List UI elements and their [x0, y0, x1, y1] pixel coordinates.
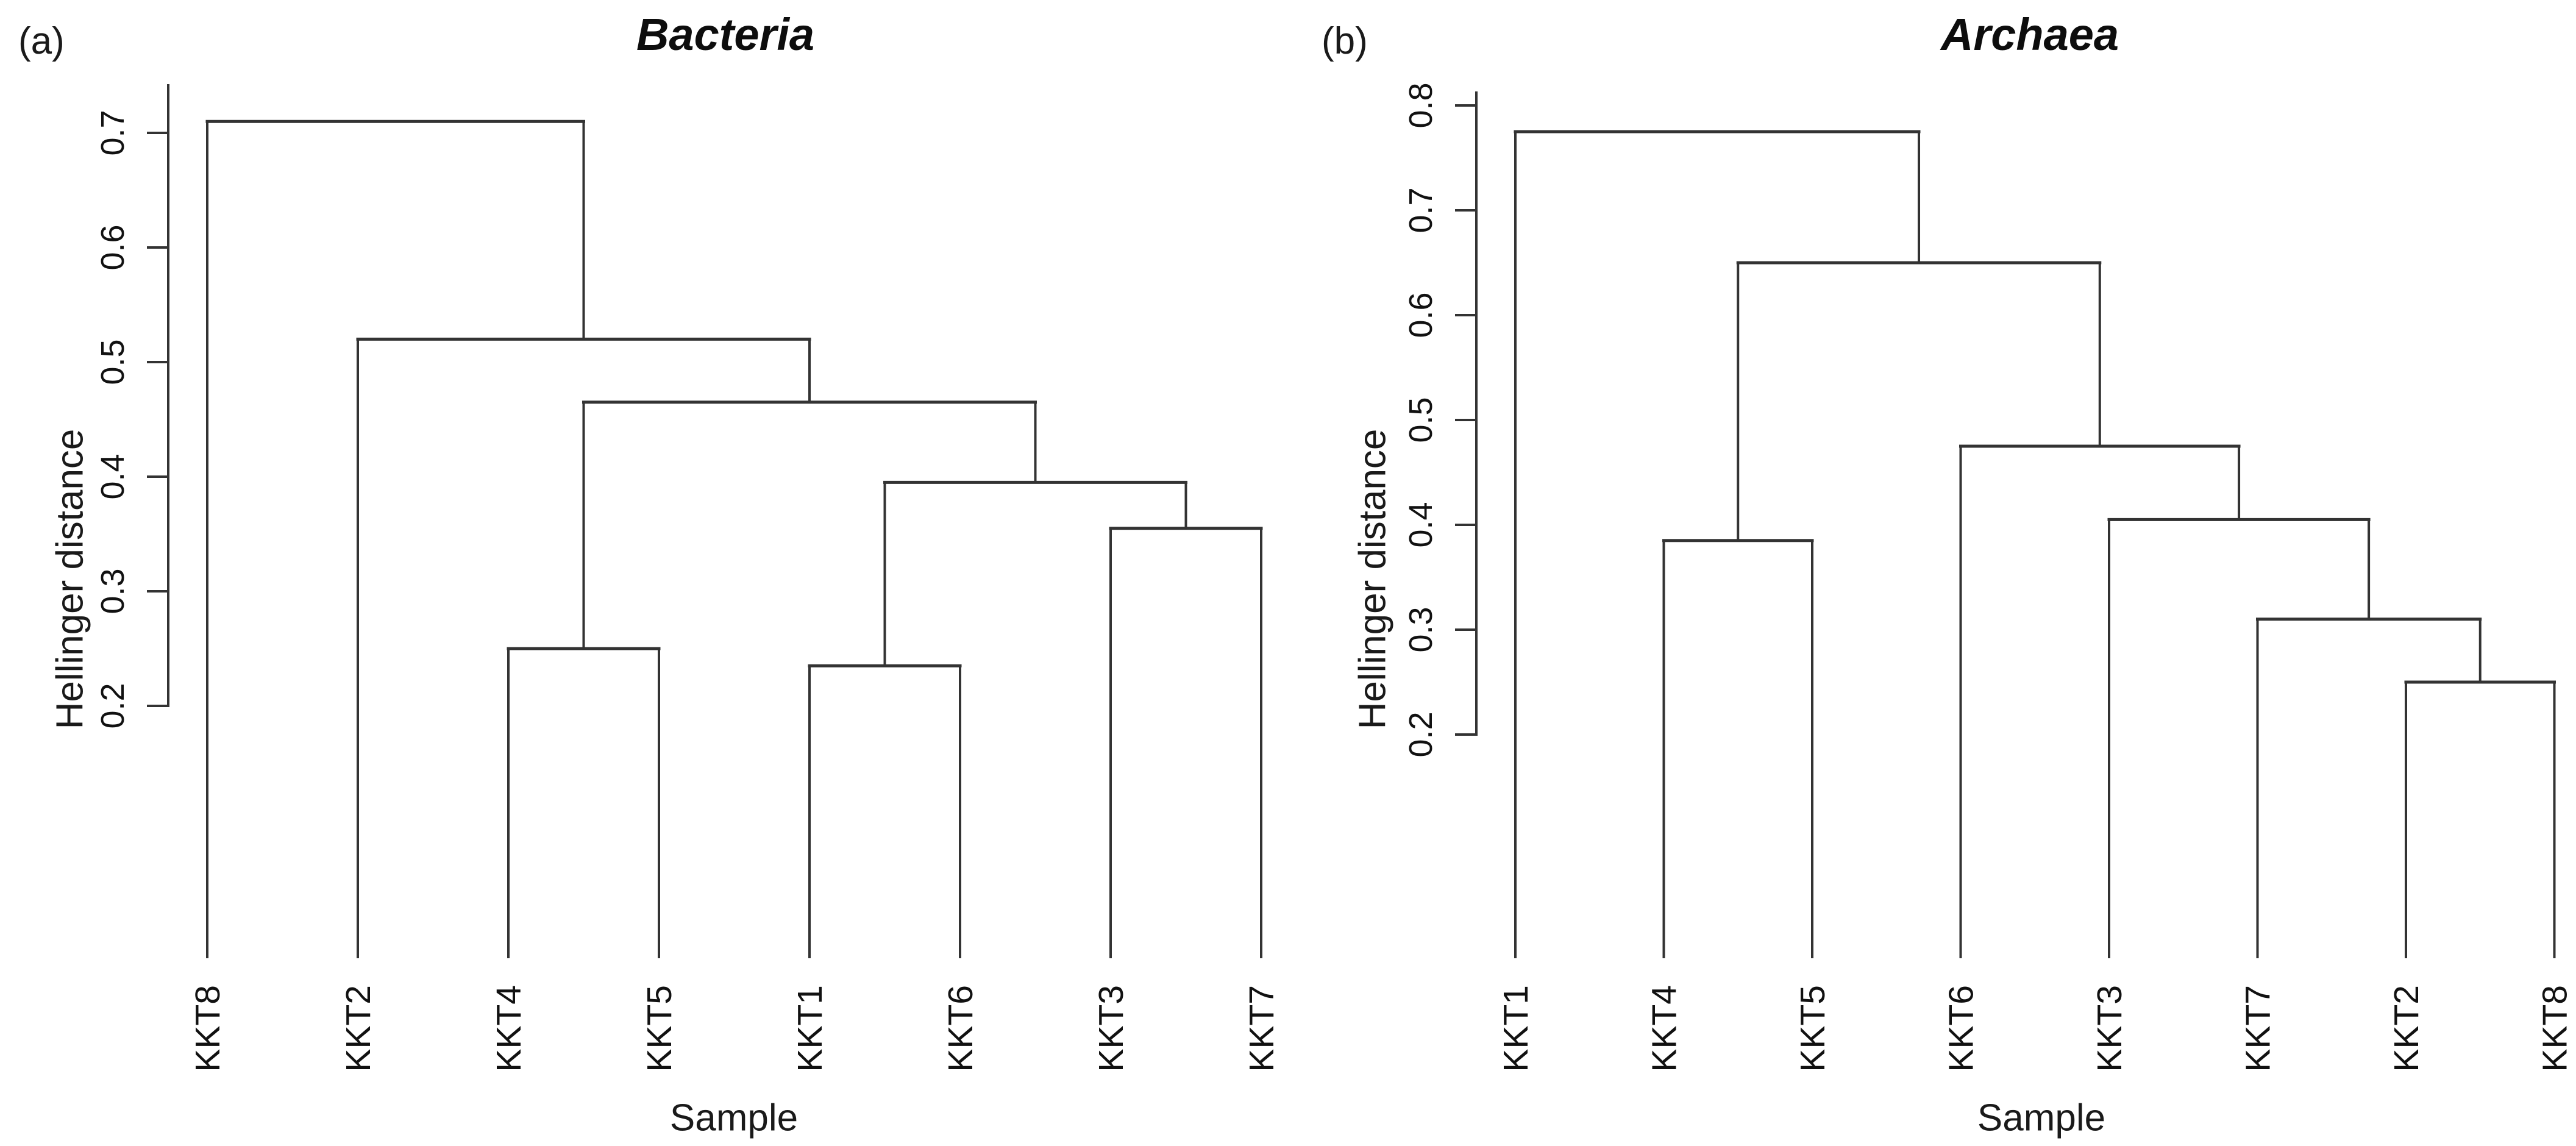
- panel-b-letter: (b): [1322, 20, 1368, 62]
- panel-a-y-tick-label: 0.5: [94, 339, 131, 385]
- panel-a-y-tick-label: 0.2: [94, 683, 131, 728]
- panel-b-y-tick-label: 0.2: [1403, 711, 1439, 757]
- panel-b-y-tick-label: 0.8: [1403, 82, 1439, 128]
- panel-a-leaf-label-kkt2: KKT2: [339, 985, 378, 1072]
- panel-a-leaf-label-kkt5: KKT5: [640, 985, 679, 1072]
- panel-b-leaf-label-kkt3: KKT3: [2090, 985, 2129, 1072]
- panel-b-title: Archaea: [1940, 9, 2119, 60]
- panel-b-y-axis-label: Hellinger distance: [1351, 429, 1394, 730]
- panel-b-y-tick-label: 0.5: [1403, 397, 1439, 443]
- panel-a-y-tick-label: 0.4: [94, 454, 131, 499]
- panel-b-y-tick-label: 0.7: [1403, 187, 1439, 233]
- panel-a-leaf-label-kkt1: KKT1: [791, 985, 830, 1072]
- panel-b-leaf-label-kkt5: KKT5: [1793, 985, 1832, 1072]
- panel-a-leaf-label-kkt7: KKT7: [1242, 985, 1281, 1072]
- panel-b-leaf-label-kkt8: KKT8: [2535, 985, 2574, 1072]
- panel-a-y-tick-label: 0.3: [94, 568, 131, 614]
- panel-a-y-tick-label: 0.6: [94, 224, 131, 270]
- panel-a-x-axis-label: Sample: [669, 1097, 799, 1139]
- panel-b-x-axis-label: Sample: [1977, 1097, 2106, 1139]
- panel-a-letter: (a): [18, 20, 65, 62]
- panel-a-y-axis-label: Hellinger distance: [49, 429, 91, 730]
- panel-b-leaf-label-kkt1: KKT1: [1496, 985, 1535, 1072]
- panel-b-leaf-label-kkt7: KKT7: [2238, 985, 2277, 1072]
- panel-b-y-tick-label: 0.6: [1403, 292, 1439, 338]
- panel-b-y-tick-label: 0.4: [1403, 502, 1439, 547]
- panel-a-leaf-label-kkt6: KKT6: [941, 985, 980, 1072]
- panel-a-leaf-label-kkt3: KKT3: [1092, 985, 1131, 1072]
- panel-b-leaf-label-kkt6: KKT6: [1941, 985, 1980, 1072]
- panel-a-leaf-label-kkt8: KKT8: [188, 985, 227, 1072]
- panel-a-title: Bacteria: [636, 9, 815, 60]
- panel-b-leaf-label-kkt2: KKT2: [2387, 985, 2426, 1072]
- panel-b-leaf-label-kkt4: KKT4: [1645, 985, 1684, 1072]
- panel-a-y-tick-label: 0.7: [94, 110, 131, 155]
- panel-b-y-tick-label: 0.3: [1403, 607, 1439, 652]
- panel-a-leaf-label-kkt4: KKT4: [489, 985, 528, 1072]
